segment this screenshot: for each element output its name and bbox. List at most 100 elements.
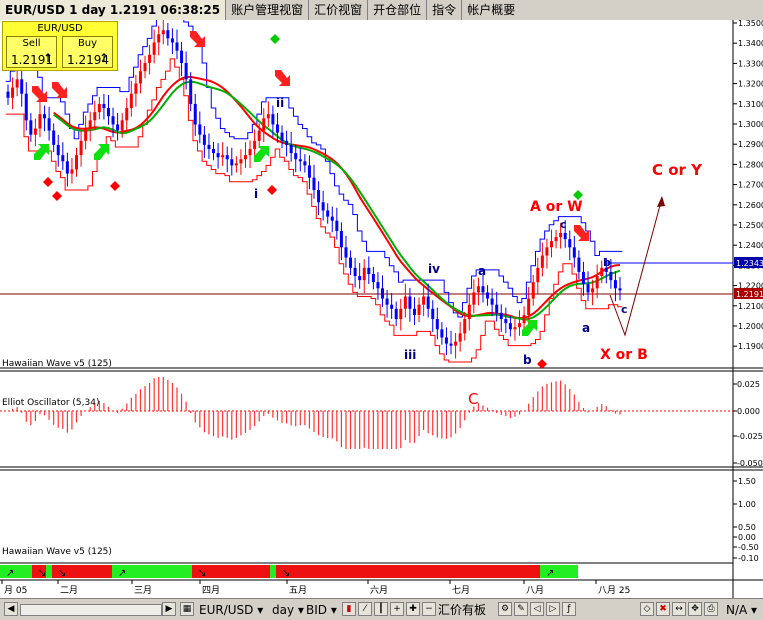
price-type-selector-value: BID (306, 603, 328, 617)
tab-open-positions[interactable]: 开仓部位 (368, 0, 428, 20)
fit-icon[interactable]: ↔ (672, 602, 686, 616)
current-price-marker-text: 1.2191 (736, 290, 763, 299)
grid-icon[interactable]: ▦ (180, 602, 194, 616)
pair-selector[interactable]: EUR/USD ▾ (199, 603, 264, 617)
candle (426, 283, 430, 318)
candle (266, 101, 270, 127)
zoom-in-icon[interactable]: + (390, 602, 404, 616)
projection-arrowhead-icon (657, 196, 665, 207)
wave-label-a-right: a (582, 321, 590, 335)
candle (102, 93, 106, 120)
moving-averages (53, 75, 621, 321)
period-selector[interactable]: day ▾ (272, 603, 304, 617)
oscillator-axis-tick-label: 0.025 (737, 380, 760, 389)
tab-account-summary[interactable]: 帐户概要 (462, 0, 521, 20)
green-diamond-icon (270, 34, 280, 44)
scroll-right-icon[interactable]: ▶ (162, 602, 176, 616)
tab-quotes[interactable]: 汇价视窗 (309, 0, 369, 20)
price-type-selector[interactable]: BID ▾ (306, 603, 337, 617)
scroll-arrow-left-icon[interactable]: ◁ (530, 602, 544, 616)
trend-arrow-icon: ↗ (546, 568, 554, 579)
tab-account-manager[interactable]: 账户管理视窗 (226, 0, 310, 20)
slow-ma-line (53, 80, 621, 321)
green-diamond-icon (573, 190, 583, 200)
candle (317, 181, 321, 216)
crosshair-icon[interactable]: ✚ (406, 602, 420, 616)
trade-panel: EUR/USD Sell 1.2191 ↑ Buy 1.2194 ↑ (2, 21, 118, 71)
red-diamond-icon (52, 191, 62, 201)
time-axis-label: 八月 25 (598, 585, 630, 596)
candle (559, 222, 563, 249)
oscillator-axis: 0.025 0.000 -0.025 -0.050 (733, 380, 763, 468)
sell-signal-arrow-icon (275, 70, 290, 86)
bottom-axis-tick-label: 0.50 (738, 523, 756, 532)
chart-canvas[interactable]: i ii iii iv a b c a b c A or W C or Y X … (0, 20, 763, 598)
candle (554, 229, 558, 249)
trend-arrow-icon: ↘ (198, 568, 206, 579)
candle (495, 291, 499, 322)
sell-signal-arrow-icon (52, 82, 67, 98)
candle (20, 70, 24, 107)
candle (435, 307, 439, 340)
candle (362, 259, 366, 294)
candle (563, 220, 567, 248)
projection-path (609, 197, 663, 337)
candle (43, 105, 47, 132)
oscillator-axis-tick-label: 0.000 (737, 407, 760, 416)
candle (184, 51, 188, 90)
na-selector[interactable]: N/A ▾ (726, 603, 758, 617)
object-icon[interactable]: ◇ (640, 602, 654, 616)
current-price-marker (734, 288, 763, 299)
scroll-left-icon[interactable]: ◀ (4, 602, 18, 616)
scroll-arrow-right-icon[interactable]: ▷ (546, 602, 560, 616)
period-selector-value: day (272, 603, 295, 617)
price-axis-tick-label: 1.2200 (738, 282, 763, 291)
candle (138, 59, 142, 94)
trend-segment (46, 565, 52, 578)
wave-label-i: i (254, 187, 258, 201)
candle (545, 238, 549, 269)
pan-icon[interactable]: ✥ (688, 602, 702, 616)
buy-signal-arrow-icon (522, 320, 537, 336)
candle (467, 294, 471, 331)
price-axis-tick-label: 1.3200 (738, 80, 763, 89)
red-diamond-icon (267, 185, 277, 195)
print-icon[interactable]: ⎙ (704, 602, 718, 616)
price-axis-tick-label: 1.2700 (738, 181, 763, 190)
candle (568, 230, 572, 261)
trade-panel-pair: EUR/USD (37, 23, 83, 34)
candle (38, 101, 42, 138)
candle-chart-icon[interactable]: ▮ (342, 602, 356, 616)
red-diamond-icon (110, 181, 120, 191)
line-chart-icon[interactable]: ⁄ (358, 602, 372, 616)
settings-icon[interactable]: ⚙ (498, 602, 512, 616)
candle (52, 123, 56, 153)
candle (24, 82, 28, 131)
indicator-icon[interactable]: ƒ (562, 602, 576, 616)
tab-orders[interactable]: 指令 (427, 0, 463, 20)
candle (79, 130, 83, 167)
price-pane[interactable] (0, 20, 733, 368)
price-axis-tick-label: 1.3400 (738, 39, 763, 48)
sell-signal-arrow-icon (190, 31, 205, 47)
candle (84, 115, 88, 150)
delete-icon[interactable]: ✖ (656, 602, 670, 616)
zoom-out-icon[interactable]: − (422, 602, 436, 616)
tab-chart[interactable]: EUR/USD 1 day 1.2191 06:38:25 (0, 0, 227, 20)
bar-chart-icon[interactable]: ┃ (374, 602, 388, 616)
candle (440, 322, 444, 345)
price-axis-tick-label: 1.3500 (738, 20, 763, 28)
candle (280, 125, 284, 148)
signal-arrows (32, 31, 589, 336)
candle (595, 264, 599, 299)
candle (298, 147, 302, 172)
buy-button[interactable]: Buy 1.2194 ↑ (62, 36, 113, 68)
candle (508, 315, 512, 337)
draw-tool-icon[interactable]: ✎ (514, 602, 528, 616)
time-axis-label: 六月 (370, 584, 388, 596)
candle (431, 300, 435, 332)
horizontal-scrollbar[interactable] (20, 604, 162, 616)
candle (536, 257, 540, 294)
sell-button[interactable]: Sell 1.2191 ↑ (6, 36, 57, 68)
candle (385, 289, 389, 318)
